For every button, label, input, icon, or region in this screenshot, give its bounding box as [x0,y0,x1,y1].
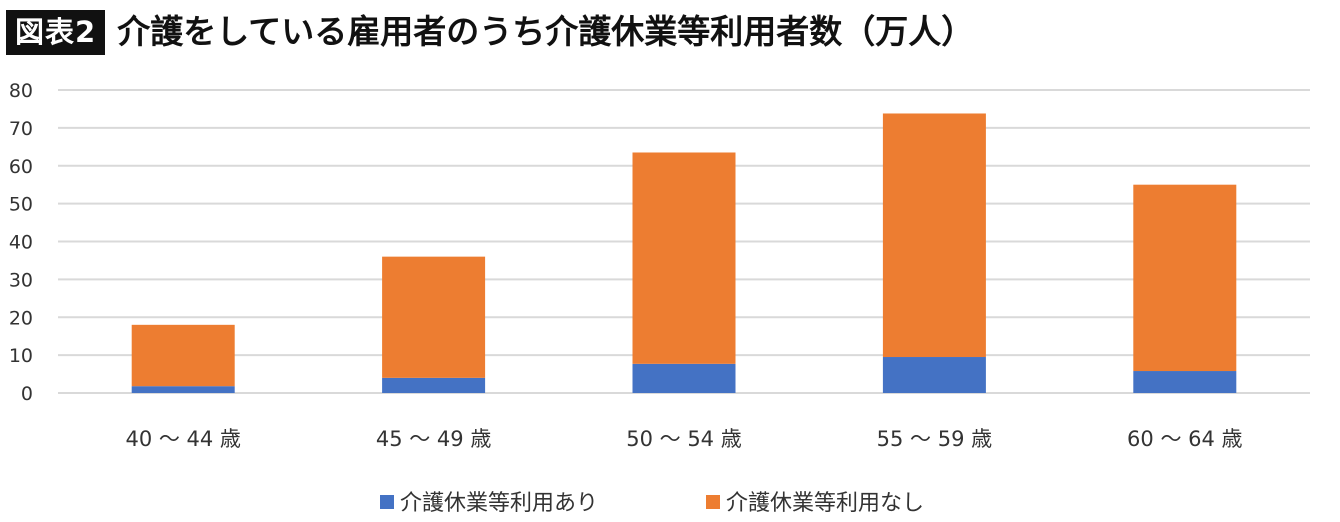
legend-label: 介護休業等利用なし [726,491,924,516]
x-category-label: 45 ～ 49 歳 [376,427,491,451]
legend-label: 介護休業等利用あり [400,491,598,516]
y-tick-label: 60 [9,156,33,178]
y-axis-ticks: 0 10 20 30 40 50 60 70 80 [9,80,33,405]
figure-tag: 図表2 [6,9,106,55]
x-category-label: 50 ～ 54 歳 [626,427,741,451]
x-axis-categories: 40 ～ 44 歳 45 ～ 49 歳 50 ～ 54 歳 55 ～ 59 歳 60 ～… [125,427,1242,451]
legend: 介護休業等利用あり 介護休業等利用なし [380,491,924,516]
y-tick-label: 0 [21,383,33,405]
x-category-label: 40 ～ 44 歳 [125,427,240,451]
y-tick-label: 80 [9,80,33,102]
y-tick-label: 70 [9,118,33,140]
bar-segment-with-leave [382,377,486,393]
bar-segment-with-leave [632,363,736,393]
legend-swatch [380,495,394,509]
y-tick-label: 50 [9,194,33,216]
chart-header: 図表2 介護をしている雇用者のうち介護休業等利用者数（万人） [6,6,974,58]
y-tick-label: 30 [9,269,33,291]
chart-title: 介護をしている雇用者のうち介護休業等利用者数（万人） [117,12,975,51]
bar-segment-with-leave [882,357,986,393]
bars [131,113,1237,393]
y-tick-label: 10 [9,345,33,367]
legend-swatch [706,495,720,509]
y-tick-label: 40 [9,232,33,254]
bar-segment-without-leave [131,324,235,387]
bar-segment-with-leave [1133,371,1237,393]
bar-segment-without-leave [632,152,736,364]
bar-segment-with-leave [131,386,235,393]
bar-segment-without-leave [882,113,986,358]
x-category-label: 60 ～ 64 歳 [1127,427,1242,451]
y-tick-label: 20 [9,307,33,329]
bar-segment-without-leave [382,256,486,378]
x-category-label: 55 ～ 59 歳 [877,427,992,451]
bar-segment-without-leave [1133,184,1237,372]
